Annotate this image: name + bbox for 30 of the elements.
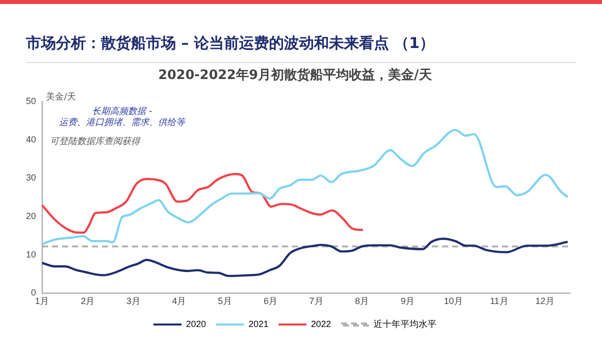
line-series (42, 172, 364, 234)
legend-label: 2021 (248, 318, 269, 329)
y-tick-label: 10 (26, 249, 36, 260)
line-series (42, 238, 569, 278)
x-tick-label: 12月 (535, 296, 554, 306)
y-tick-label: 40 (26, 134, 36, 144)
annotation: 可登陆数据库查阅获得 (50, 136, 142, 147)
legend-label: 近十年平均水平 (374, 318, 437, 329)
x-tick-label: 1月 (35, 296, 50, 306)
x-tick-label: 11月 (490, 296, 508, 306)
y-tick-label: 0 (30, 288, 36, 298)
x-tick-label: 6月 (264, 296, 278, 306)
y-tick-label: 20 (26, 211, 36, 222)
chart-subtitle: 2020-2022年9月初散货船平均收益，美金/天 (158, 67, 433, 84)
y-axis-title: 美金/天 (46, 91, 76, 102)
annotation: 长期高频数据 - 运费、港口拥堵、需求、供给等 (59, 106, 188, 128)
x-tick-label: 5月 (218, 296, 232, 306)
x-tick-label: 2月 (80, 296, 95, 306)
y-tick-label: 50 (26, 96, 36, 106)
x-tick-label: 10月 (444, 296, 463, 306)
legend-label: 2022 (311, 318, 332, 329)
line-series (42, 128, 569, 246)
x-tick-label: 4月 (172, 296, 186, 306)
x-tick-label: 3月 (126, 296, 140, 306)
y-tick-label: 30 (26, 172, 36, 183)
legend-label: 2020 (186, 318, 206, 329)
chart-title: 市场分析：散货船市场 – 论当前运费的波动和未来看点 （1） (26, 34, 435, 53)
x-tick-label: 8月 (354, 296, 370, 306)
x-tick-label: 7月 (309, 296, 324, 306)
x-tick-label: 9月 (400, 296, 415, 306)
